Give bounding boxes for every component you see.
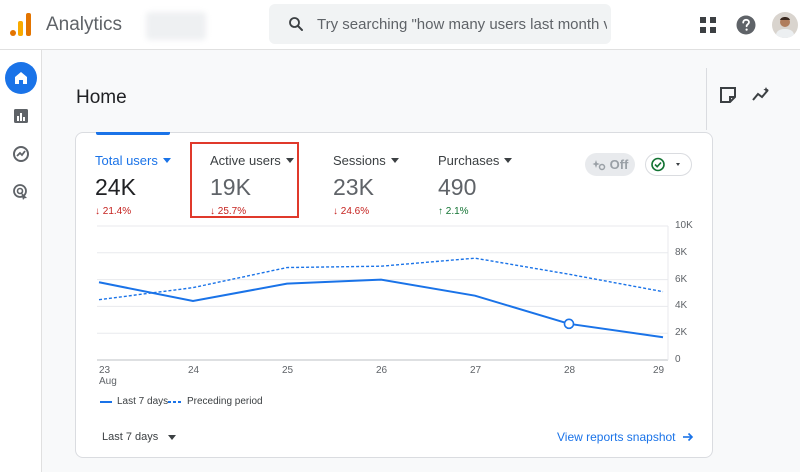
x-tick-label: 25 <box>282 365 294 376</box>
metric-change: ↑ 2.1% <box>438 206 469 217</box>
x-tick-label: 27 <box>470 365 482 376</box>
legend-label: Last 7 days <box>117 396 169 407</box>
nav-advertising[interactable] <box>5 176 37 208</box>
bar-chart-icon <box>14 109 28 123</box>
help-icon[interactable] <box>735 14 757 36</box>
y-tick-label: 4K <box>675 300 688 312</box>
left-nav <box>0 50 42 472</box>
link-label: View reports snapshot <box>557 430 676 444</box>
metric-value: 490 <box>438 174 477 200</box>
insights-toggle[interactable]: Off <box>585 153 635 176</box>
toggle-label: Off <box>609 157 629 172</box>
x-tick-sublabel: Aug <box>99 376 117 387</box>
metric-change: ↓ 25.7% <box>210 206 247 217</box>
caret-down-icon <box>162 158 171 163</box>
sparkle-icon <box>592 159 605 170</box>
metric-value: 19K <box>210 174 251 200</box>
x-tick-label: 23 <box>99 365 111 376</box>
check-circle-icon <box>651 157 665 172</box>
metric-change: ↓ 24.6% <box>333 206 370 217</box>
nav-home[interactable] <box>5 62 37 94</box>
highlight-box <box>190 142 299 218</box>
y-tick-label: 10K <box>675 220 693 231</box>
date-range-label: Last 7 days <box>102 431 159 443</box>
metric-sessions[interactable]: Sessions 23K ↓ 24.6% <box>333 153 399 217</box>
metric-value: 23K <box>333 174 374 200</box>
search-icon <box>289 17 303 31</box>
analytics-logo[interactable] <box>10 12 32 36</box>
y-tick-label: 0 <box>675 354 681 365</box>
x-tick-label: 29 <box>653 365 665 376</box>
metric-active-users[interactable]: Active users 19K ↓ 25.7% <box>210 153 294 217</box>
y-tick-label: 2K <box>675 327 688 339</box>
notes-icon[interactable] <box>718 85 738 105</box>
caret-down-icon <box>168 434 177 440</box>
page-title: Home <box>76 87 127 108</box>
view-reports-snapshot-link[interactable]: View reports snapshot <box>557 430 694 444</box>
home-icon <box>15 72 27 84</box>
y-tick-label: 8K <box>675 246 688 258</box>
apps-grid-icon[interactable] <box>697 14 719 36</box>
nav-explore[interactable] <box>5 138 37 170</box>
nav-reports[interactable] <box>5 100 37 132</box>
app-title[interactable]: Analytics <box>46 14 123 35</box>
selected-tab-indicator <box>96 132 170 135</box>
legend-label: Preceding period <box>187 396 263 407</box>
legend-last-7-days: Last 7 days <box>100 396 168 407</box>
target-icon <box>13 184 27 200</box>
metric-total-users[interactable]: Total users 24K ↓ 21.4% <box>95 153 171 217</box>
search-input[interactable] <box>317 4 607 44</box>
y-tick-label: 6K <box>675 273 688 285</box>
legend-preceding-period: Preceding period <box>168 396 263 407</box>
account-selector[interactable] <box>146 12 206 40</box>
caret-down-icon <box>504 158 513 163</box>
x-tick-label: 28 <box>564 365 576 376</box>
metric-purchases[interactable]: Purchases 490 ↑ 2.1% <box>438 153 513 217</box>
explore-icon <box>13 146 29 162</box>
insights-icon[interactable] <box>751 85 771 105</box>
metric-label: Active users <box>210 153 281 168</box>
arrow-right-icon <box>682 432 693 442</box>
top-bar: Analytics <box>0 0 800 50</box>
avatar[interactable] <box>772 12 798 38</box>
x-tick-label: 26 <box>376 365 388 376</box>
date-range-selector[interactable]: Last 7 days <box>102 431 177 443</box>
caret-down-icon <box>676 163 680 166</box>
caret-down-icon <box>390 158 399 163</box>
metric-label: Sessions <box>333 153 386 168</box>
metric-label: Total users <box>95 153 158 168</box>
x-tick-label: 24 <box>188 365 200 376</box>
metric-value: 24K <box>95 174 136 200</box>
metric-change: ↓ 21.4% <box>95 206 132 217</box>
data-quality-menu[interactable] <box>645 153 692 176</box>
right-rail-divider <box>706 68 707 130</box>
caret-down-icon <box>285 158 294 163</box>
overview-card <box>75 132 713 458</box>
data-point-marker <box>563 318 575 330</box>
search-bar[interactable] <box>269 4 611 44</box>
metric-label: Purchases <box>438 153 500 168</box>
